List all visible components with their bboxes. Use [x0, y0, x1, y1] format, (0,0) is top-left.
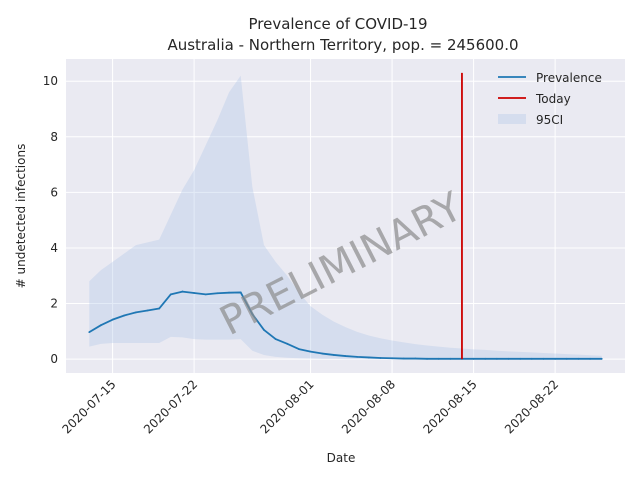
x-tick-label: 2020-08-15 — [421, 377, 480, 436]
prevalence-point — [426, 357, 428, 360]
prevalence-point — [519, 357, 522, 360]
prevalence-point — [589, 357, 591, 360]
x-tick-label: 2020-07-22 — [141, 377, 200, 436]
prevalence-point — [251, 313, 254, 315]
prevalence-point — [204, 293, 207, 296]
prevalence-point — [239, 291, 242, 294]
prevalence-point — [100, 324, 102, 327]
prevalence-point — [309, 350, 312, 353]
prevalence-point — [286, 342, 289, 345]
y-tick-label: 10 — [43, 74, 58, 88]
prevalence-point — [391, 357, 393, 360]
prevalence-point — [332, 354, 335, 356]
x-tick-label: 2020-08-22 — [502, 377, 561, 436]
x-axis-label: Date — [327, 451, 356, 465]
ci-band-layer — [89, 75, 602, 360]
prevalence-point — [356, 355, 359, 358]
legend-prevalence-label: Prevalence — [536, 71, 602, 85]
prevalence-point — [542, 357, 545, 360]
legend-95ci-swatch — [498, 114, 526, 124]
prevalence-point — [484, 357, 487, 360]
prevalence-point — [321, 352, 324, 355]
prevalence-point — [228, 291, 230, 294]
y-tick-label: 4 — [50, 241, 58, 255]
prevalence-point — [577, 357, 580, 360]
legend-95ci-label: 95CI — [536, 113, 563, 127]
plot-background — [66, 59, 625, 373]
ci-band — [89, 75, 602, 360]
series-layer — [88, 290, 603, 360]
prevalence-point — [600, 357, 603, 360]
chart-subtitle: Australia - Northern Territory, pop. = 2… — [167, 36, 518, 54]
prevalence-point — [193, 292, 196, 294]
legend: Prevalence Today 95CI — [498, 71, 602, 127]
legend-today-label: Today — [535, 92, 571, 106]
x-tick-label: 2020-08-08 — [339, 377, 398, 436]
prevalence-point — [158, 307, 161, 310]
prevalence-point — [507, 357, 510, 360]
prevalence-point — [495, 357, 498, 360]
y-tick-label: 0 — [50, 352, 58, 366]
chart-title: Prevalence of COVID-19 — [248, 15, 427, 33]
x-tick-label: 2020-08-01 — [257, 377, 316, 436]
prevalence-point — [274, 338, 277, 340]
prevalence-point — [181, 290, 184, 293]
prevalence-point — [134, 311, 137, 314]
prevalence-point — [565, 357, 568, 360]
prevalence-point — [472, 357, 475, 360]
y-tick-labels: 0 2 4 6 8 10 — [43, 74, 58, 366]
prevalence-point — [530, 357, 533, 360]
x-tick-labels: 2020-07-15 2020-07-22 2020-08-01 2020-08-08… — [59, 377, 561, 436]
prevalence-point — [216, 292, 219, 295]
prevalence-point — [344, 355, 347, 357]
prevalence-point — [554, 357, 557, 360]
prevalence-point — [88, 331, 91, 334]
y-tick-label: 6 — [50, 185, 58, 199]
y-axis-label: # undetected infections — [14, 144, 28, 289]
y-tick-label: 8 — [50, 130, 58, 144]
prevalence-point — [169, 293, 172, 296]
prevalence-point — [298, 348, 300, 351]
prevalence-point — [111, 318, 114, 321]
prevalence-point — [379, 357, 382, 359]
grid — [66, 59, 625, 373]
x-tick-label: 2020-07-15 — [59, 377, 118, 436]
prevalence-point — [123, 314, 126, 317]
y-tick-label: 2 — [50, 297, 58, 311]
prevalence-point — [146, 309, 149, 312]
prevalence-point — [367, 356, 370, 359]
prevalence-point — [437, 357, 440, 360]
prevalence-point — [449, 357, 452, 360]
prevalence-point — [402, 357, 405, 360]
prevalence-point — [263, 329, 265, 331]
prevalence-point — [414, 357, 417, 360]
